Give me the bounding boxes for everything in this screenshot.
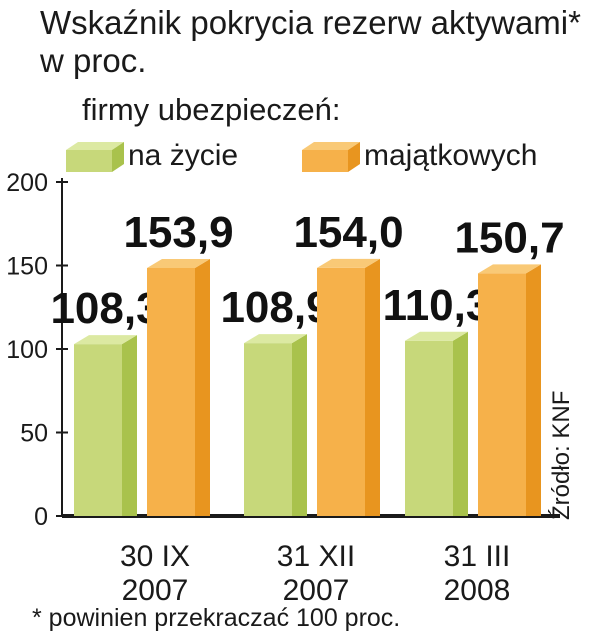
data-label: 108,9 — [220, 283, 330, 332]
bar-top — [244, 334, 307, 344]
bar — [317, 258, 380, 516]
y-tick-label: 200 — [6, 169, 48, 197]
data-label: 150,7 — [454, 213, 564, 262]
category-label-line: 30 IX — [119, 540, 191, 573]
bar-side — [292, 334, 307, 516]
legend-item-zycie: na życie — [66, 136, 238, 176]
bar-front — [478, 273, 526, 516]
bar — [405, 331, 468, 516]
bar-top — [405, 331, 468, 341]
legend-label-majatkowe: majątkowych — [364, 139, 538, 172]
bar — [74, 335, 137, 516]
category-label-line: 31 III — [443, 540, 511, 573]
category-label-line: 2007 — [282, 574, 350, 607]
category-label-line: 2007 — [121, 574, 189, 607]
legend-item-majatkowe: majątkowych — [302, 136, 537, 176]
bar-front — [405, 340, 453, 516]
footnote: * powinien przekraczać 100 proc. — [32, 604, 401, 632]
bar-top — [478, 264, 541, 274]
bar-front — [244, 343, 292, 516]
bar-top — [317, 258, 380, 268]
bar-front — [147, 267, 195, 516]
y-tick-label: 100 — [6, 336, 48, 364]
bar-side — [122, 335, 137, 516]
y-tick-label: 50 — [20, 420, 48, 448]
bar — [244, 334, 307, 516]
bar-side — [195, 258, 210, 516]
bar-side — [453, 331, 468, 516]
legend-swatch-majatkowe — [302, 142, 360, 172]
chart-title-line-2: w proc. — [40, 42, 147, 79]
category-label: 31 XII 2007 — [231, 540, 401, 608]
bar-front — [317, 267, 365, 516]
chart-title-line-1: Wskaźnik pokrycia rezerw aktywami* — [40, 4, 581, 41]
bar — [147, 258, 210, 516]
bar-top — [147, 258, 210, 268]
data-label: 153,9 — [123, 208, 233, 257]
legend-title: firmy ubezpieczeń: — [82, 92, 341, 127]
bar — [478, 264, 541, 516]
category-label-line: 2008 — [443, 574, 511, 607]
y-tick-label: 0 — [34, 503, 48, 531]
legend-label-zycie: na życie — [128, 139, 239, 172]
bar-top — [74, 335, 137, 345]
bar-side — [526, 264, 541, 516]
bar-side — [365, 258, 380, 516]
bar-front — [74, 344, 122, 516]
y-tick-label: 150 — [6, 253, 48, 281]
source-note: Źródło: KNF — [548, 390, 575, 520]
category-label: 30 IX 2007 — [70, 540, 240, 608]
category-label: 31 III 2008 — [392, 540, 562, 608]
data-label: 108,3 — [50, 284, 160, 333]
category-label-line: 31 XII — [276, 540, 356, 573]
data-label: 154,0 — [293, 208, 403, 257]
legend-swatch-zycie — [66, 142, 124, 172]
data-label: 110,3 — [383, 281, 491, 330]
